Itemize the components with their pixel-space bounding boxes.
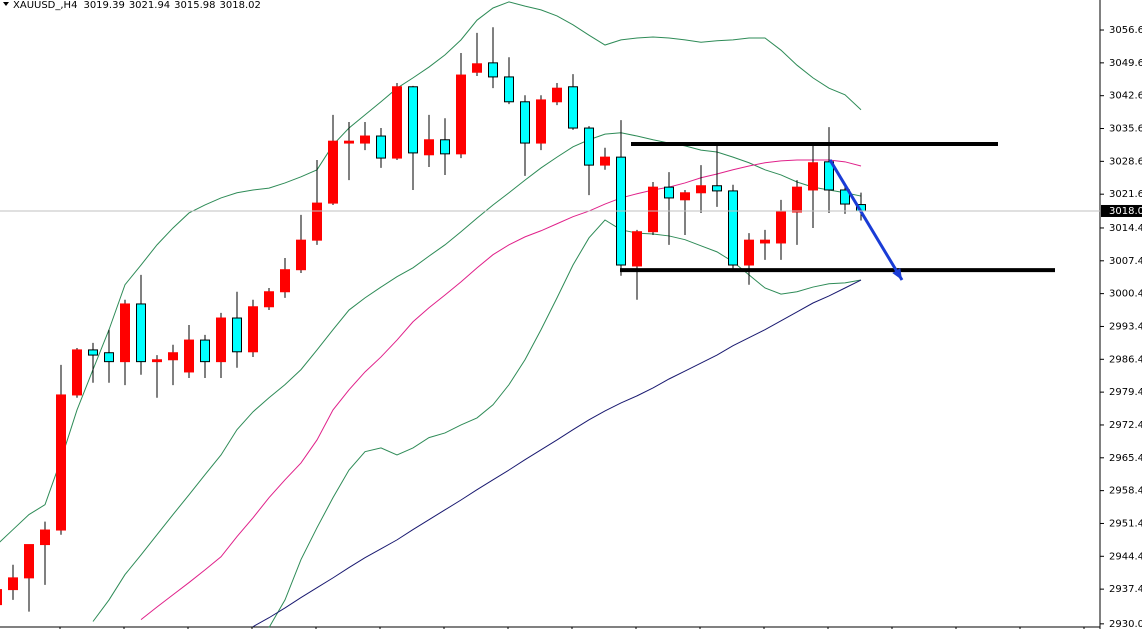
chart-header: XAUUSD_,H4 3019.39 3021.94 3015.98 3018.02 <box>13 0 261 11</box>
candle-body <box>600 156 610 166</box>
last-high: 3021.94 <box>129 0 170 11</box>
candle-body <box>792 186 802 213</box>
candle-body <box>696 185 706 194</box>
y-tick-label: 2944.40 <box>1109 551 1142 562</box>
candle-body <box>104 352 114 363</box>
indicator-line <box>252 279 862 628</box>
candle-body <box>776 211 786 244</box>
y-tick-label: 2958.40 <box>1109 486 1142 497</box>
y-tick-label: 2972.40 <box>1109 420 1142 431</box>
candle-body <box>552 87 562 103</box>
candle-body <box>328 140 338 204</box>
candle-body <box>712 185 722 192</box>
price-tag-label: 3018.02 <box>1109 206 1142 217</box>
candle-body <box>8 577 18 591</box>
candle-body <box>24 544 34 579</box>
y-tick-label: 2930.00 <box>1109 619 1142 629</box>
candle-body <box>200 339 210 363</box>
candle-body <box>248 306 258 353</box>
indicator-line <box>92 132 862 622</box>
candle-body <box>744 239 754 266</box>
last-close: 3018.02 <box>220 0 261 11</box>
y-tick-label: 2937.40 <box>1109 584 1142 595</box>
candle-body <box>56 394 66 531</box>
candle-body <box>40 529 50 546</box>
candle-body <box>456 74 466 155</box>
y-tick-label: 3035.60 <box>1109 124 1142 135</box>
y-tick-label: 2951.40 <box>1109 518 1142 529</box>
candle-body <box>264 291 274 308</box>
y-tick-label: 2965.40 <box>1109 453 1142 464</box>
trend-arrow <box>828 159 904 281</box>
candle-body <box>120 303 130 363</box>
candle-body <box>88 349 98 356</box>
candle-body <box>728 190 738 266</box>
candle-body <box>424 139 434 156</box>
candle-body <box>808 162 818 191</box>
candle-body <box>168 352 178 361</box>
candle-body <box>648 186 658 233</box>
candle-body <box>568 86 578 129</box>
candle-body <box>0 589 2 606</box>
last-open: 3019.39 <box>83 0 124 11</box>
y-tick-label: 3056.60 <box>1109 25 1142 36</box>
y-tick-label: 2986.40 <box>1109 354 1142 365</box>
candle-body <box>680 192 690 201</box>
candle-body <box>392 86 402 159</box>
candle-body <box>280 269 290 293</box>
candle-body <box>536 99 546 144</box>
y-tick-label: 3014.40 <box>1109 223 1142 234</box>
candle-body <box>376 135 386 159</box>
symbol-icon <box>3 2 9 6</box>
candle-body <box>296 239 306 271</box>
y-tick-label: 3028.60 <box>1109 156 1142 167</box>
candle-body <box>584 127 594 166</box>
candle-body <box>488 62 498 78</box>
price-tag <box>1101 204 1142 217</box>
candle-body <box>632 231 642 267</box>
indicator-line <box>140 159 862 621</box>
candle-body <box>72 349 82 396</box>
candle-body <box>520 101 530 144</box>
candle-body <box>408 86 418 154</box>
arrow-head <box>892 268 902 281</box>
candle-body <box>312 202 322 241</box>
candle-body <box>232 317 242 353</box>
candle-body <box>184 339 194 373</box>
candle-body <box>472 63 482 73</box>
candle-body <box>152 359 162 363</box>
candle-body <box>760 239 770 244</box>
candle-body <box>440 139 450 155</box>
y-tick-label: 2979.40 <box>1109 387 1142 398</box>
candle-body <box>360 135 370 144</box>
candle-body <box>824 161 834 191</box>
y-tick-label: 2993.40 <box>1109 321 1142 332</box>
indicator-line <box>0 1 862 543</box>
indicator-line <box>268 219 862 628</box>
y-tick-label: 3007.40 <box>1109 256 1142 267</box>
y-tick-label: 3000.40 <box>1109 289 1142 300</box>
candle-body <box>664 186 674 199</box>
candle-body <box>504 76 514 103</box>
last-low: 3015.98 <box>174 0 215 11</box>
y-tick-label: 3021.60 <box>1109 189 1142 200</box>
y-tick-label: 3042.60 <box>1109 91 1142 102</box>
symbol: XAUUSD_,H4 <box>13 0 77 11</box>
candle-body <box>216 317 226 363</box>
candle-body <box>344 140 354 144</box>
candle-body <box>840 189 850 205</box>
candle-body <box>136 303 146 363</box>
y-tick-label: 3049.60 <box>1109 58 1142 69</box>
